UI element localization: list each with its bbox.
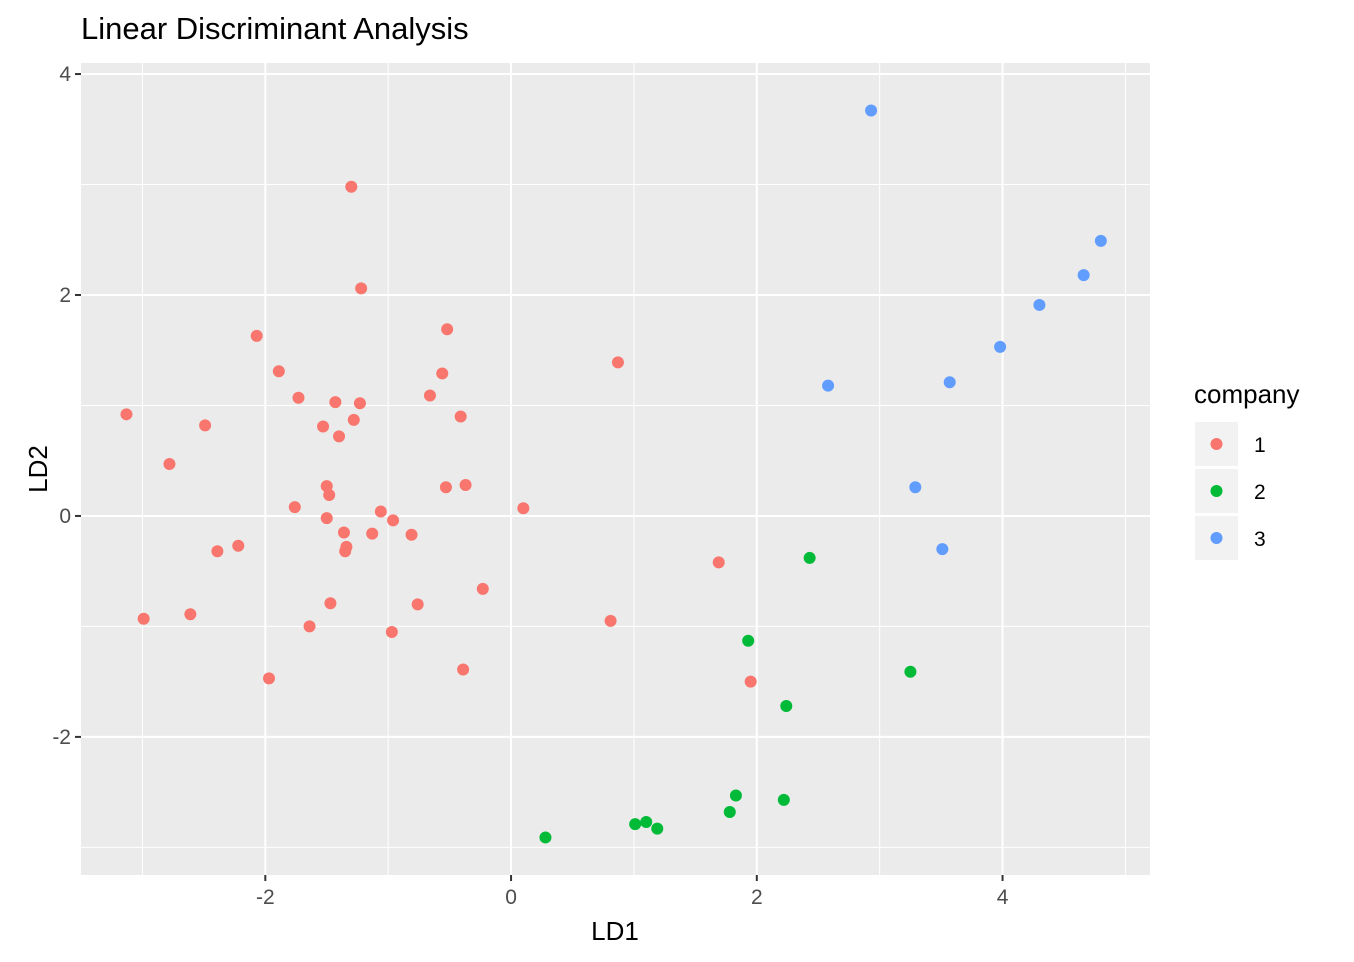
data-point-company-1 [353,397,366,410]
data-point-company-1 [423,389,436,402]
data-point-company-1 [347,413,360,426]
y-axis-title: LD2 [23,445,53,493]
chart-title: Linear Discriminant Analysis [81,11,469,46]
legend-label-1: 1 [1254,434,1266,457]
data-point-company-1 [454,410,467,423]
x-tick-label: 4 [997,886,1009,909]
data-point-company-1 [320,512,333,525]
data-point-company-1 [339,545,352,558]
legend-label-3: 3 [1254,528,1266,551]
data-point-company-1 [441,323,454,336]
data-point-company-2 [780,699,793,712]
x-tick-label: -2 [256,886,275,909]
data-point-company-1 [262,672,275,685]
x-tick-label: 0 [505,886,517,909]
data-point-company-2 [539,831,552,844]
data-point-company-1 [199,419,212,432]
data-point-company-1 [337,526,350,539]
data-point-company-3 [943,376,956,389]
data-point-company-2 [904,665,917,678]
data-point-company-1 [611,356,624,369]
data-point-company-1 [476,582,489,595]
data-point-company-1 [292,391,305,404]
data-point-company-1 [120,408,133,421]
plot-panel [81,63,1150,875]
data-point-company-1 [411,598,424,611]
y-tick-label: 4 [59,63,71,86]
data-point-company-1 [385,625,398,638]
data-point-company-2 [651,822,664,835]
data-point-company-1 [744,675,757,688]
legend: company 1 2 3 [1194,379,1300,560]
legend-label-2: 2 [1254,481,1266,504]
data-point-company-1 [345,180,358,193]
data-point-company-3 [994,340,1007,353]
data-point-company-3 [822,379,835,392]
data-point-company-1 [457,663,470,676]
data-point-company-1 [405,528,418,541]
data-point-company-1 [303,620,316,633]
data-point-company-1 [211,545,224,558]
data-point-company-1 [374,505,387,518]
data-point-company-1 [317,420,330,433]
data-point-company-1 [712,556,725,569]
legend-marker-2 [1210,485,1223,497]
legend-marker-1 [1210,438,1223,450]
data-point-company-1 [137,612,150,625]
data-point-company-3 [1094,234,1107,247]
x-axis-title: LD1 [591,916,639,946]
data-point-company-1 [387,514,400,527]
data-points [120,104,1107,844]
data-point-company-3 [909,481,922,494]
data-point-company-2 [777,793,790,806]
data-point-company-3 [936,543,949,556]
y-tick-label: 0 [59,505,71,528]
y-tick-labels: -2 0 2 4 [52,63,71,749]
data-point-company-1 [439,481,452,494]
data-point-company-1 [184,608,197,621]
data-point-company-2 [729,789,742,802]
data-point-company-3 [1033,298,1046,311]
data-point-company-1 [459,479,472,492]
data-point-company-1 [366,527,379,540]
y-tick-label: -2 [52,726,71,749]
data-point-company-3 [1077,269,1090,282]
data-point-company-1 [324,597,337,610]
x-tick-labels: -2 0 2 4 [256,886,1009,909]
data-point-company-1 [250,329,263,342]
data-point-company-2 [640,815,653,828]
data-point-company-1 [329,396,342,409]
data-point-company-1 [272,365,285,378]
data-point-company-2 [629,818,642,831]
data-point-company-3 [865,104,878,117]
legend-title: company [1194,379,1300,409]
data-point-company-1 [517,502,530,515]
data-point-company-2 [803,551,816,564]
data-point-company-1 [333,430,346,443]
data-point-company-1 [163,458,176,471]
x-tick-label: 2 [751,886,763,909]
y-tick-label: 2 [59,284,71,307]
data-point-company-1 [355,282,368,295]
axis-ticks [75,73,1004,881]
major-gridlines [81,63,1150,875]
data-point-company-1 [604,614,617,627]
data-point-company-1 [288,501,301,514]
data-point-company-2 [742,634,755,647]
minor-gridlines [81,63,1150,875]
data-point-company-2 [723,806,736,819]
legend-marker-3 [1210,532,1223,544]
data-point-company-1 [232,539,245,552]
data-point-company-1 [323,488,336,501]
data-point-company-1 [436,367,449,380]
